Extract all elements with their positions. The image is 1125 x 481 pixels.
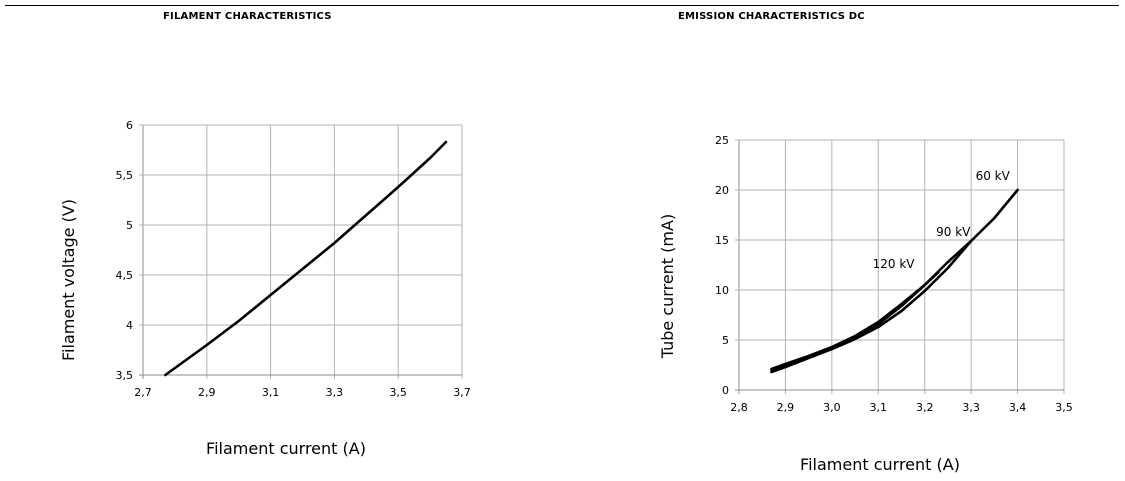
emission-chart: 2,8 2,9 3,0 3,1 3,2 3,3 3,4 3,5 0 5 10 15 20 25 Tube c…	[658, 134, 1073, 474]
emission-x-axis-label: Filament current (A)	[800, 455, 960, 474]
filament-y-tick-label: 4,5	[116, 269, 134, 282]
filament-y-tick-label: 4	[126, 319, 133, 332]
filament-x-tick-label: 3,3	[326, 386, 344, 399]
emission-series-label: 60 kV	[976, 169, 1011, 183]
filament-y-tick-label: 3,5	[116, 369, 134, 382]
emission-x-tick-label: 3,2	[916, 401, 934, 414]
emission-y-tick-label: 25	[715, 134, 729, 147]
emission-y-tick-label: 15	[715, 234, 729, 247]
filament-y-tick-label: 5,5	[116, 169, 134, 182]
emission-x-tick-label: 3,5	[1055, 401, 1073, 414]
emission-y-tick-label: 5	[722, 334, 729, 347]
emission-y-axis-label: Tube current (mA)	[658, 214, 677, 359]
emission-series-label: 90 kV	[936, 225, 971, 239]
emission-y-tick-label: 20	[715, 184, 729, 197]
filament-x-tick-label: 2,7	[134, 386, 152, 399]
filament-x-axis-label: Filament current (A)	[206, 439, 366, 458]
emission-series-label: 120 kV	[873, 257, 916, 271]
emission-x-tick-label: 3,3	[962, 401, 980, 414]
emission-y-tick-label: 0	[722, 384, 729, 397]
emission-y-tick-label: 10	[715, 284, 729, 297]
filament-chart-title: FILAMENT CHARACTERISTICS	[163, 11, 332, 22]
filament-y-axis-label: Filament voltage (V)	[59, 199, 78, 361]
emission-x-tick-label: 2,8	[730, 401, 748, 414]
emission-curve-120-kv	[770, 270, 940, 371]
emission-curve-60-kv	[770, 188, 1019, 374]
filament-curve-series	[164, 140, 448, 377]
emission-x-tick-label: 3,1	[870, 401, 888, 414]
filament-x-tick-label: 3,1	[262, 386, 280, 399]
emission-x-tick-label: 3,4	[1009, 401, 1027, 414]
emission-x-tick-label: 2,9	[777, 401, 795, 414]
filament-x-tick-label: 3,7	[453, 386, 471, 399]
emission-x-tick-label: 3,0	[823, 401, 841, 414]
top-rule	[5, 5, 1119, 6]
filament-x-tick-label: 2,9	[198, 386, 216, 399]
filament-y-tick-label: 6	[126, 119, 133, 132]
filament-y-tick-label: 5	[126, 219, 133, 232]
emission-chart-title: EMISSION CHARACTERISTICS DC	[678, 11, 865, 22]
filament-x-tick-label: 3,5	[389, 386, 407, 399]
emission-curve-90-kv	[770, 239, 973, 372]
filament-chart: 2,7 2,9 3,1 3,3 3,5 3,7 3,5 4 4,5 5 5,5 6 Filament v…	[59, 119, 471, 458]
